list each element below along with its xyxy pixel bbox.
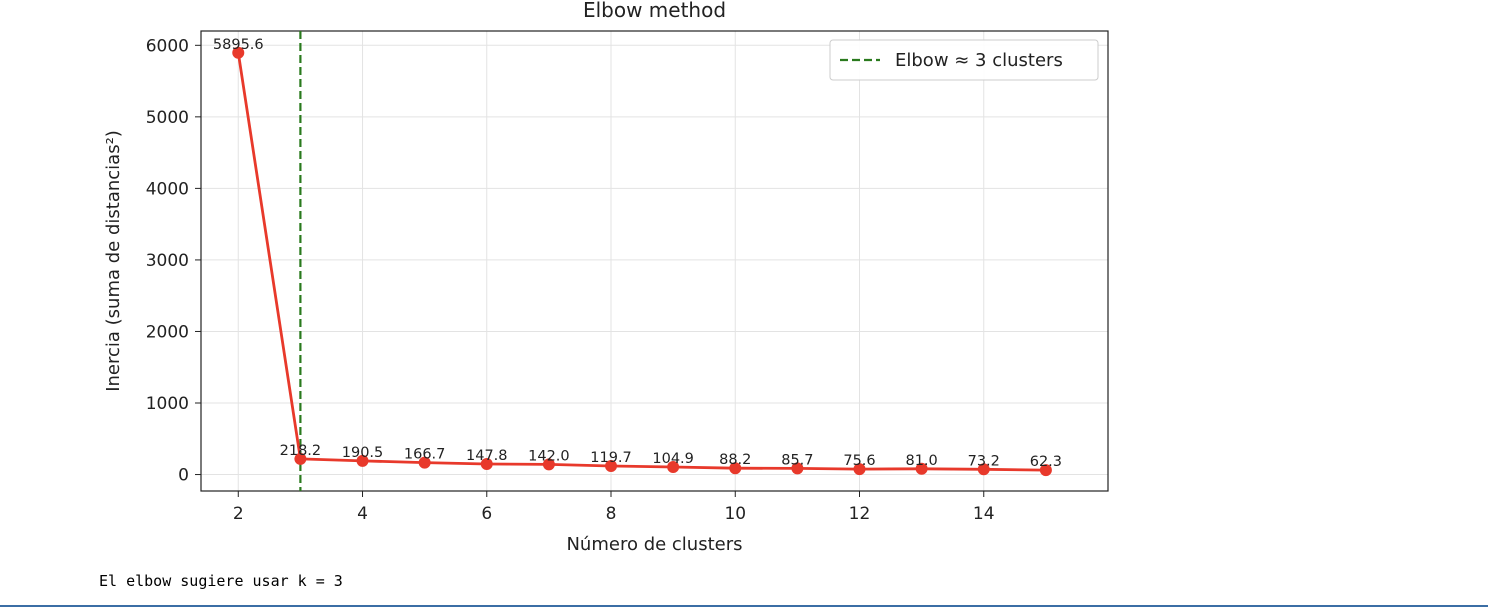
- legend-box: [829, 39, 1099, 81]
- data-point: [977, 463, 990, 476]
- data-label: 62.3: [1030, 454, 1062, 470]
- x-tick-label: 10: [724, 504, 746, 524]
- x-tick-label: 8: [606, 504, 617, 524]
- data-label: 147.8: [466, 448, 508, 464]
- data-point: [729, 462, 742, 475]
- data-label: 190.5: [342, 445, 384, 461]
- data-point: [294, 452, 307, 465]
- chart-title: Elbow method: [583, 0, 726, 22]
- y-axis-label: Inercia (suma de distancias²): [103, 130, 124, 392]
- y-tick-label: 4000: [146, 179, 189, 199]
- data-point: [480, 457, 493, 470]
- data-label: 88.2: [719, 452, 751, 468]
- data-point: [853, 463, 866, 476]
- data-label: 85.7: [781, 452, 813, 468]
- x-tick-label: 6: [481, 504, 492, 524]
- data-point: [356, 454, 369, 467]
- data-label: 119.7: [590, 450, 632, 466]
- x-axis-label: Número de clusters: [566, 534, 742, 555]
- data-label: 218.2: [280, 443, 322, 459]
- y-tick-label: 1000: [146, 394, 189, 414]
- data-label: 5895.6: [213, 37, 264, 53]
- data-point: [418, 456, 431, 469]
- data-point: [915, 462, 928, 475]
- series-line: [236, 52, 1046, 472]
- data-label: 142.0: [528, 448, 570, 464]
- x-tick-label: 14: [973, 504, 995, 524]
- output-text: El elbow sugiere usar k = 3: [99, 572, 343, 590]
- data-point: [605, 459, 618, 472]
- axes-frame: [200, 30, 1109, 492]
- elbow-chart: 2 4 6 8 10 12 14 0 1000 2000 3000 4000 5000 6000 Elbow…: [103, 0, 1109, 555]
- x-tick-label: 12: [849, 504, 871, 524]
- data-label: 166.7: [404, 447, 446, 463]
- y-tick-label: 6000: [146, 36, 189, 56]
- data-label: 75.6: [843, 453, 875, 469]
- data-label: 104.9: [652, 451, 694, 467]
- data-label: 73.2: [968, 453, 1000, 469]
- x-tick-label: 2: [233, 504, 244, 524]
- plot-area: [201, 31, 1108, 491]
- y-tick-label: 0: [178, 466, 189, 486]
- y-tick-label: 5000: [146, 108, 189, 128]
- data-point: [232, 46, 245, 59]
- data-point: [791, 462, 804, 475]
- data-point: [542, 458, 555, 471]
- y-tick-label: 3000: [146, 251, 189, 271]
- data-label: 81.0: [905, 453, 937, 469]
- y-tick-label: 2000: [146, 322, 189, 342]
- legend-label: Elbow ≈ 3 clusters: [895, 50, 1063, 71]
- data-point: [667, 461, 680, 474]
- data-point: [1039, 464, 1052, 477]
- x-tick-label: 4: [357, 504, 368, 524]
